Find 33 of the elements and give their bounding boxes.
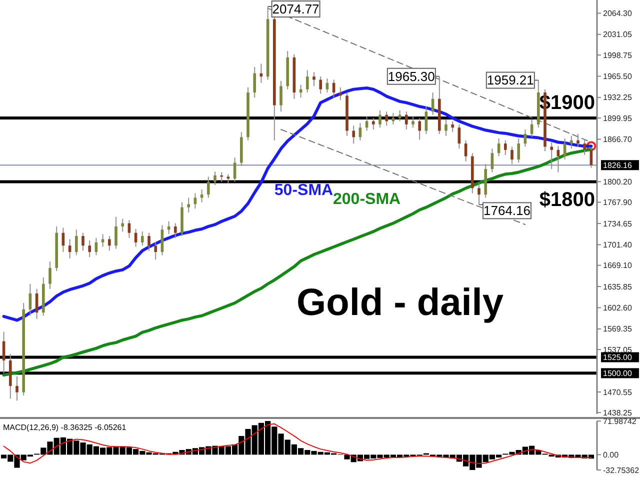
y-tick-label: 1866.70 [603, 135, 632, 144]
y-tick-label: 0.00 [603, 450, 620, 460]
y-tick-label: 2031.05 [603, 30, 632, 40]
ref-line-label: 1525.00 [603, 353, 632, 362]
y-tick-label: 1569.35 [603, 324, 632, 334]
annotation: 1959.21 [486, 72, 534, 88]
y-tick-label: 1669.10 [603, 261, 632, 270]
series-label: 200-SMA [333, 191, 402, 208]
annotation: 1764.16 [484, 203, 531, 218]
annotation: 1965.30 [388, 68, 435, 84]
y-tick-label: 1998.75 [603, 50, 632, 60]
ref-line-label: $1800 [539, 188, 595, 211]
y-tick-label: 1701.40 [603, 240, 632, 250]
y-tick-label: -32.75362 [603, 466, 640, 475]
y-tick-label: 1800.20 [603, 177, 632, 186]
y-tick-label: 2064.30 [603, 9, 632, 18]
chart-title: MACD(12,26,9) -8.36325 -6.05261 [3, 423, 127, 432]
annotation: 2074.77 [272, 2, 320, 16]
y-tick-label: 1734.65 [603, 219, 632, 228]
y-tick-label: 1965.50 [603, 72, 632, 82]
y-tick-label: 1932.25 [603, 93, 632, 102]
ref-line-label: 1500.00 [603, 368, 632, 378]
series-label: 50-SMA [274, 182, 334, 199]
text: Gold - daily [296, 282, 504, 324]
y-tick-label: 1602.60 [603, 304, 632, 313]
ref-line-label: 1826.16 [603, 160, 632, 170]
y-tick-label: 1470.55 [603, 388, 632, 397]
y-tick-label: 71.98742 [603, 416, 637, 426]
y-tick-label: 1438.25 [603, 408, 632, 418]
y-tick-label: 1767.90 [603, 198, 632, 208]
y-tick-label: 1899.95 [603, 114, 632, 123]
y-tick-label: 1537.05 [603, 345, 632, 354]
y-tick-label: 1635.85 [603, 282, 632, 292]
